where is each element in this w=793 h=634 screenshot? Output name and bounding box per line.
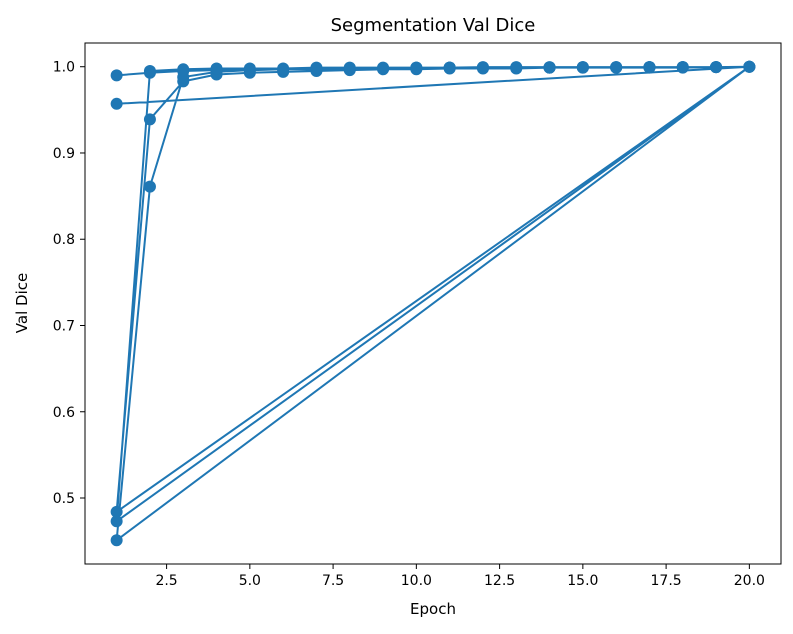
data-point — [710, 61, 723, 74]
x-axis-label: Epoch — [410, 600, 456, 618]
data-point — [310, 61, 323, 74]
x-tick-label: 12.5 — [484, 573, 515, 589]
x-tick-label: 17.5 — [651, 573, 682, 589]
data-point — [576, 61, 589, 74]
data-point — [343, 61, 356, 74]
data-point — [610, 61, 623, 74]
data-point — [377, 61, 390, 74]
y-tick-label: 0.6 — [53, 405, 75, 421]
data-point — [110, 505, 123, 518]
data-point — [110, 534, 123, 547]
y-axis-ticks: 0.5 0.6 0.7 0.8 0.9 1.0 — [53, 60, 85, 507]
y-tick-label: 0.9 — [53, 146, 75, 162]
x-tick-label: 5.0 — [239, 573, 261, 589]
data-point — [743, 60, 756, 73]
y-tick-label: 0.7 — [53, 318, 75, 334]
y-axis-label: Val Dice — [13, 273, 31, 333]
data-point — [177, 63, 190, 76]
x-axis-ticks: 2.5 5.0 7.5 10.0 12.5 15.0 17.5 20.0 — [155, 564, 765, 589]
series-lines — [115, 65, 751, 542]
data-point — [410, 61, 423, 74]
x-tick-label: 20.0 — [734, 573, 765, 589]
data-point — [543, 61, 556, 74]
data-point — [110, 97, 123, 110]
data-point — [110, 69, 123, 82]
plot-area — [110, 60, 756, 547]
data-point — [277, 62, 290, 75]
data-point — [243, 62, 256, 75]
y-tick-label: 0.5 — [53, 491, 75, 507]
plot-frame — [84, 42, 782, 565]
data-point — [643, 61, 656, 74]
series-line — [115, 65, 751, 542]
data-point — [443, 61, 456, 74]
data-point — [476, 61, 489, 74]
data-point — [143, 65, 156, 78]
x-tick-label: 7.5 — [322, 573, 344, 589]
x-tick-label: 2.5 — [155, 573, 177, 589]
data-point — [210, 62, 223, 75]
data-point — [676, 61, 689, 74]
chart-title: Segmentation Val Dice — [331, 15, 536, 36]
y-tick-label: 1.0 — [53, 60, 75, 76]
x-tick-label: 10.0 — [401, 573, 432, 589]
data-point — [143, 180, 156, 193]
data-point — [510, 61, 523, 74]
y-tick-label: 0.8 — [53, 232, 75, 248]
x-tick-label: 15.0 — [567, 573, 598, 589]
data-point — [143, 113, 156, 126]
series-points — [110, 60, 756, 547]
data-point — [110, 515, 123, 528]
